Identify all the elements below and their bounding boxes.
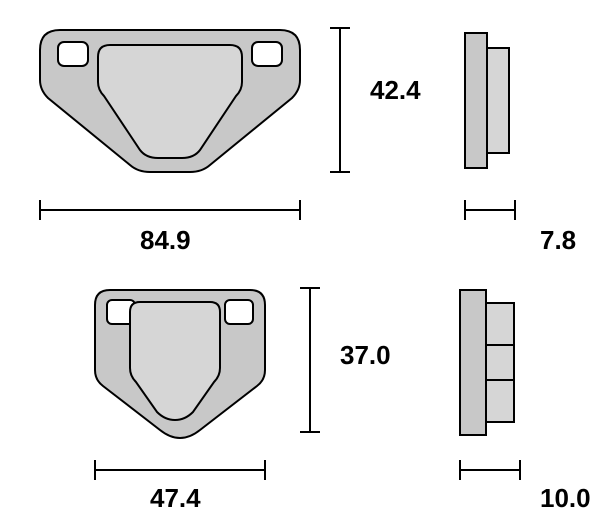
label-top-width: 84.9 bbox=[140, 225, 191, 256]
dim-top-thickness bbox=[455, 195, 525, 225]
dim-bottom-width bbox=[85, 455, 275, 485]
dim-bottom-height bbox=[290, 280, 330, 440]
label-bottom-height: 37.0 bbox=[340, 340, 391, 371]
dim-bottom-thickness bbox=[450, 455, 530, 485]
label-top-thickness: 7.8 bbox=[540, 225, 576, 256]
label-bottom-thickness: 10.0 bbox=[540, 483, 591, 514]
dim-top-height bbox=[320, 20, 360, 180]
top-pad-side bbox=[460, 28, 520, 173]
top-pad-front bbox=[30, 20, 310, 180]
label-bottom-width: 47.4 bbox=[150, 483, 201, 514]
bottom-pad-front bbox=[85, 280, 275, 440]
diagram-container: 42.4 84.9 7.8 37.0 bbox=[0, 0, 600, 509]
label-top-height: 42.4 bbox=[370, 75, 421, 106]
bottom-pad-side bbox=[455, 285, 525, 440]
dim-top-width bbox=[30, 195, 310, 225]
